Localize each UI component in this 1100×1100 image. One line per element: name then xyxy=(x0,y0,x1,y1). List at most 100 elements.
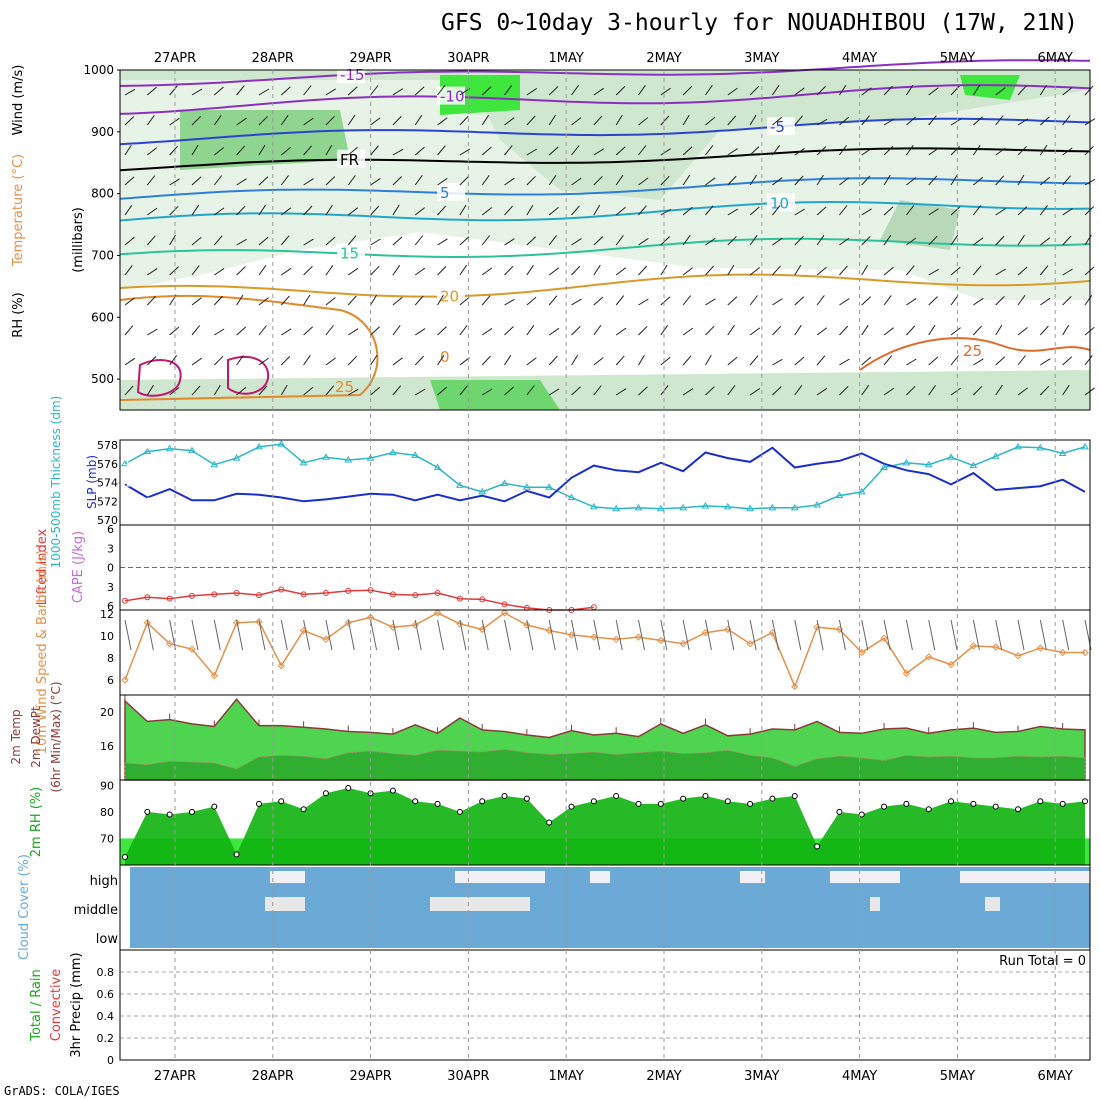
thickness-point xyxy=(411,451,420,458)
wind-barb xyxy=(839,265,848,276)
wind-barb xyxy=(749,355,759,366)
wind-barb xyxy=(303,354,311,366)
rh-point xyxy=(769,795,776,802)
date-label-bottom: 5MAY xyxy=(940,1069,975,1084)
surface-barb xyxy=(682,619,690,651)
wind-barb xyxy=(437,326,447,336)
wind-barb xyxy=(816,85,826,96)
wind-barb xyxy=(615,355,625,366)
wind-barb xyxy=(548,355,558,366)
wind-barb xyxy=(772,177,783,186)
upper-ylabel2: (millibars) xyxy=(71,207,86,273)
wind-barb xyxy=(347,114,356,126)
wind-barb xyxy=(638,205,647,216)
wind-barb xyxy=(816,206,827,216)
rh-area-low2 xyxy=(430,380,560,410)
wind-barb xyxy=(973,325,982,336)
contour-label-bg xyxy=(437,182,465,201)
wind-barb xyxy=(169,145,179,156)
cloud-gap-mid xyxy=(430,897,530,911)
wind-barb xyxy=(146,384,154,396)
wind-barb xyxy=(727,296,738,306)
wind-barb xyxy=(213,235,223,246)
wind-barb xyxy=(995,268,1006,276)
wind-barb xyxy=(459,236,470,246)
wind-barb xyxy=(236,238,247,246)
date-label-bottom: 27APR xyxy=(154,1069,196,1084)
wind-barb xyxy=(772,386,782,396)
wind-barb xyxy=(660,296,671,306)
wind-barb xyxy=(571,145,580,156)
wind-speed-point xyxy=(947,660,955,669)
rh-point xyxy=(479,798,486,805)
surface-barb xyxy=(1062,619,1070,651)
wind-barb xyxy=(816,266,827,276)
wind-barb xyxy=(459,325,468,336)
wind-barb xyxy=(794,324,802,336)
li-tick: 3 xyxy=(107,581,114,594)
thickness-point xyxy=(1058,449,1067,456)
rh-point xyxy=(1082,798,1088,805)
wind-barb xyxy=(325,385,335,396)
wind-barb xyxy=(280,267,292,276)
wind-barb xyxy=(347,175,356,186)
wind-barb xyxy=(705,298,716,306)
wind-barb xyxy=(995,296,1005,306)
wind-speed-point xyxy=(813,623,821,631)
wind-barb xyxy=(950,234,959,246)
wind-barb xyxy=(682,267,694,276)
wind-barb xyxy=(638,85,646,96)
wind-barb xyxy=(571,205,580,216)
wind-barb xyxy=(124,325,134,336)
wind-speed-point xyxy=(232,619,241,627)
rh-point xyxy=(166,811,173,818)
wind-barb xyxy=(169,178,180,186)
rh-point xyxy=(546,819,553,826)
wind-barb xyxy=(526,296,537,306)
wind-barb xyxy=(972,145,981,156)
contour-line xyxy=(119,84,1091,115)
cloud-gap-high xyxy=(270,871,305,883)
wind-barb xyxy=(146,235,156,246)
contour-label: 25 xyxy=(963,342,982,360)
wind-barb xyxy=(526,87,537,96)
rh-area-90b xyxy=(960,75,1020,100)
wind-barb xyxy=(437,85,446,96)
wind-barb xyxy=(258,297,269,306)
li-tick: 3 xyxy=(107,542,114,555)
wind-barb xyxy=(682,85,693,96)
wind-barb xyxy=(1062,268,1073,276)
li-ylabel: Lifted Index xyxy=(35,528,50,605)
wind-barb xyxy=(392,296,403,306)
rh-point xyxy=(1059,800,1066,807)
wind-speed-point xyxy=(902,669,911,678)
wind-barb xyxy=(236,355,244,366)
wind-barb xyxy=(370,238,381,246)
wind-speed-point xyxy=(500,609,509,617)
date-label-top: 29APR xyxy=(349,51,391,66)
wind-barb xyxy=(950,387,961,396)
wind-barb xyxy=(347,328,359,336)
wind-barb xyxy=(526,325,535,336)
wind-barb xyxy=(325,297,336,306)
wind-barb xyxy=(548,235,557,246)
wind-barb xyxy=(437,145,446,156)
thk-tick: 574 xyxy=(97,477,118,490)
wind-barb xyxy=(772,325,782,336)
ylabel-wind: Wind (m/s) xyxy=(11,65,26,136)
surface-barb xyxy=(615,619,623,651)
wind-barb xyxy=(839,84,847,96)
wind-barb xyxy=(191,88,203,96)
wind-barb xyxy=(1017,118,1029,126)
contour-label: 10 xyxy=(770,194,789,212)
surface-barb xyxy=(1017,619,1025,651)
wind-barb xyxy=(414,328,426,336)
surface-barb xyxy=(1039,619,1047,651)
thickness-point xyxy=(143,447,152,455)
wind-barb xyxy=(370,145,379,156)
date-label-bottom: 30APR xyxy=(447,1069,489,1084)
wind-barb xyxy=(995,115,1004,126)
wind-barb xyxy=(705,237,716,246)
wind-tick: 8 xyxy=(107,652,114,665)
upper-tick-label: 1000 xyxy=(83,63,114,77)
